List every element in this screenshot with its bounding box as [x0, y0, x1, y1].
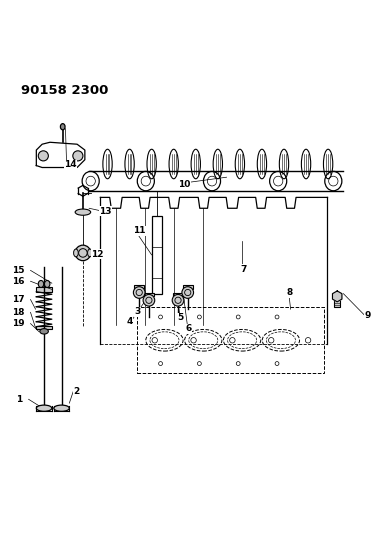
Ellipse shape: [36, 405, 52, 411]
Text: 18: 18: [12, 308, 25, 317]
Bar: [173, 293, 183, 296]
Ellipse shape: [73, 151, 83, 161]
Ellipse shape: [54, 405, 69, 411]
Text: 10: 10: [178, 180, 190, 189]
Ellipse shape: [75, 245, 91, 261]
Text: 16: 16: [12, 277, 25, 286]
Ellipse shape: [88, 249, 92, 257]
Bar: [334, 296, 340, 307]
Text: 5: 5: [177, 313, 183, 322]
Text: 6: 6: [185, 324, 191, 333]
Bar: [36, 326, 52, 329]
Text: 13: 13: [99, 207, 112, 216]
Ellipse shape: [45, 280, 50, 287]
Ellipse shape: [172, 294, 184, 306]
Polygon shape: [332, 291, 342, 302]
Text: 14: 14: [64, 160, 77, 169]
Bar: [137, 307, 324, 373]
Bar: [183, 285, 193, 289]
Bar: [36, 287, 52, 292]
Text: 4: 4: [126, 317, 133, 326]
Bar: [152, 216, 162, 294]
Ellipse shape: [182, 287, 194, 298]
Ellipse shape: [38, 280, 44, 287]
Polygon shape: [36, 142, 85, 167]
Ellipse shape: [38, 151, 48, 161]
Text: 7: 7: [240, 265, 246, 274]
Bar: [144, 293, 154, 296]
Text: 3: 3: [134, 308, 140, 317]
Text: 90158 2300: 90158 2300: [21, 84, 108, 97]
Text: 15: 15: [12, 266, 25, 275]
Ellipse shape: [75, 209, 91, 215]
Ellipse shape: [74, 249, 78, 257]
Text: 17: 17: [12, 295, 25, 304]
Text: 2: 2: [73, 387, 79, 396]
Ellipse shape: [60, 124, 65, 130]
Text: 12: 12: [91, 249, 104, 259]
Text: 9: 9: [364, 311, 371, 320]
Text: 1: 1: [16, 395, 23, 404]
Bar: [134, 285, 144, 289]
Text: 11: 11: [133, 227, 146, 235]
Ellipse shape: [143, 294, 155, 306]
Text: 8: 8: [287, 288, 293, 297]
Ellipse shape: [40, 329, 48, 334]
Text: 19: 19: [12, 319, 25, 328]
Ellipse shape: [133, 287, 145, 298]
